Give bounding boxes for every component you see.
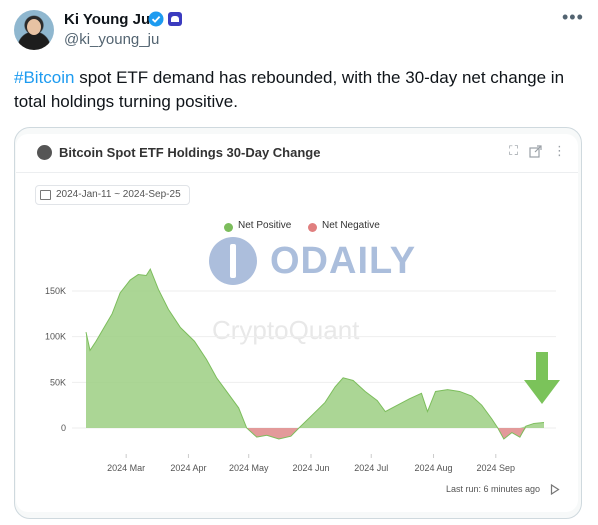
- kebab-menu-icon[interactable]: ⋮: [553, 143, 566, 158]
- more-horizontal-icon[interactable]: •••: [562, 7, 584, 27]
- calendar-icon: [40, 190, 51, 200]
- down-arrow-annotation: [524, 352, 560, 404]
- play-icon[interactable]: [550, 484, 560, 495]
- series-net-positive-area: [86, 269, 544, 428]
- chart-owner-avatar-icon: [37, 145, 52, 160]
- date-range-picker[interactable]: 2024-Jan-11 ~ 2024-Sep-25: [35, 185, 190, 205]
- x-tick-label: 2024 Aug: [414, 463, 452, 473]
- x-tick-label: 2024 Apr: [170, 463, 206, 473]
- legend-negative-label[interactable]: Net Negative: [322, 220, 380, 231]
- verified-badge-icon: [148, 11, 164, 27]
- cryptoquant-watermark: CryptoQuant: [212, 315, 360, 345]
- y-tick-label: 0: [61, 423, 66, 433]
- chart-title: Bitcoin Spot ETF Holdings 30-Day Change: [59, 145, 321, 160]
- odaily-watermark: ODAILY: [270, 240, 417, 282]
- y-tick-label: 50K: [50, 377, 66, 387]
- x-tick-label: 2024 Jul: [354, 463, 388, 473]
- legend-negative-swatch: [308, 223, 317, 232]
- x-tick-label: 2024 Sep: [477, 463, 516, 473]
- author-handle[interactable]: @ki_young_ju: [64, 31, 160, 48]
- hashtag-link[interactable]: #Bitcoin: [14, 68, 75, 87]
- last-run-status: Last run: 6 minutes ago: [446, 484, 541, 494]
- legend-positive-swatch: [224, 223, 233, 232]
- header-divider: [16, 172, 578, 173]
- x-tick-label: 2024 May: [229, 463, 269, 473]
- external-link-icon[interactable]: [529, 145, 542, 158]
- avatar[interactable]: [14, 10, 54, 50]
- legend-positive-label[interactable]: Net Positive: [238, 220, 292, 231]
- expand-icon[interactable]: ⛶: [509, 143, 519, 158]
- author-name[interactable]: Ki Young Ju: [64, 11, 151, 28]
- y-tick-label: 100K: [45, 332, 66, 342]
- series-net-negative-area: [86, 428, 544, 439]
- affiliation-badge-icon[interactable]: [168, 12, 182, 26]
- x-tick-label: 2024 Mar: [107, 463, 145, 473]
- y-tick-label: 150K: [45, 286, 66, 296]
- tweet-text: #Bitcoin spot ETF demand has rebounded, …: [14, 66, 584, 114]
- tweet-body: spot ETF demand has rebounded, with the …: [14, 68, 565, 111]
- series-line: [85, 267, 545, 440]
- x-tick-label: 2024 Jun: [292, 463, 329, 473]
- odaily-logo-icon: [209, 237, 257, 285]
